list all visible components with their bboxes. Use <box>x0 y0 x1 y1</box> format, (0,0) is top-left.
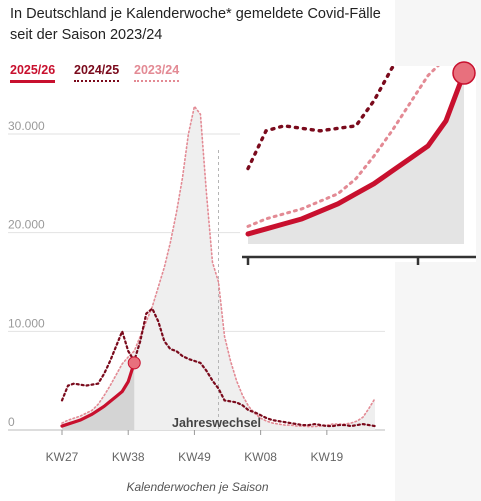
series-line-2025-26 <box>60 361 136 428</box>
inset-line-2025-26 <box>245 70 467 237</box>
legend-item-2024-25: 2024/25 <box>74 63 120 82</box>
x-tick-label: KW49 <box>178 450 211 464</box>
area-2023-24 <box>62 106 375 430</box>
area-2025-26 <box>62 362 135 430</box>
y-tick-label: 0 <box>8 415 15 429</box>
legend-item-2023-24: 2023/24 <box>134 63 180 82</box>
y-tick-label: 20.000 <box>8 218 45 232</box>
x-tick-label: KW19 <box>311 450 344 464</box>
inset-line-2023-24 <box>246 66 440 228</box>
legend-item-2025-26: 2025/26 <box>10 63 56 83</box>
x-axis-title: Kalenderwochen je Saison <box>126 480 269 494</box>
jahreswechsel-label: Jahreswechsel <box>172 416 261 430</box>
chart-title: In Deutschland je Kalenderwoche* gemelde… <box>10 6 381 43</box>
inset-area-2025-26 <box>248 73 464 245</box>
x-tick-label: KW08 <box>244 450 277 464</box>
y-tick-label: 30.000 <box>8 119 45 133</box>
y-tick-label: 10.000 <box>8 316 45 330</box>
x-tick-label: KW27 <box>46 450 79 464</box>
x-tick-label: KW38 <box>112 450 145 464</box>
inset-zoom <box>240 61 476 265</box>
inset-last-point <box>452 61 476 85</box>
last-point-2025-26 <box>127 356 141 370</box>
series-line-2024-25 <box>60 306 377 428</box>
